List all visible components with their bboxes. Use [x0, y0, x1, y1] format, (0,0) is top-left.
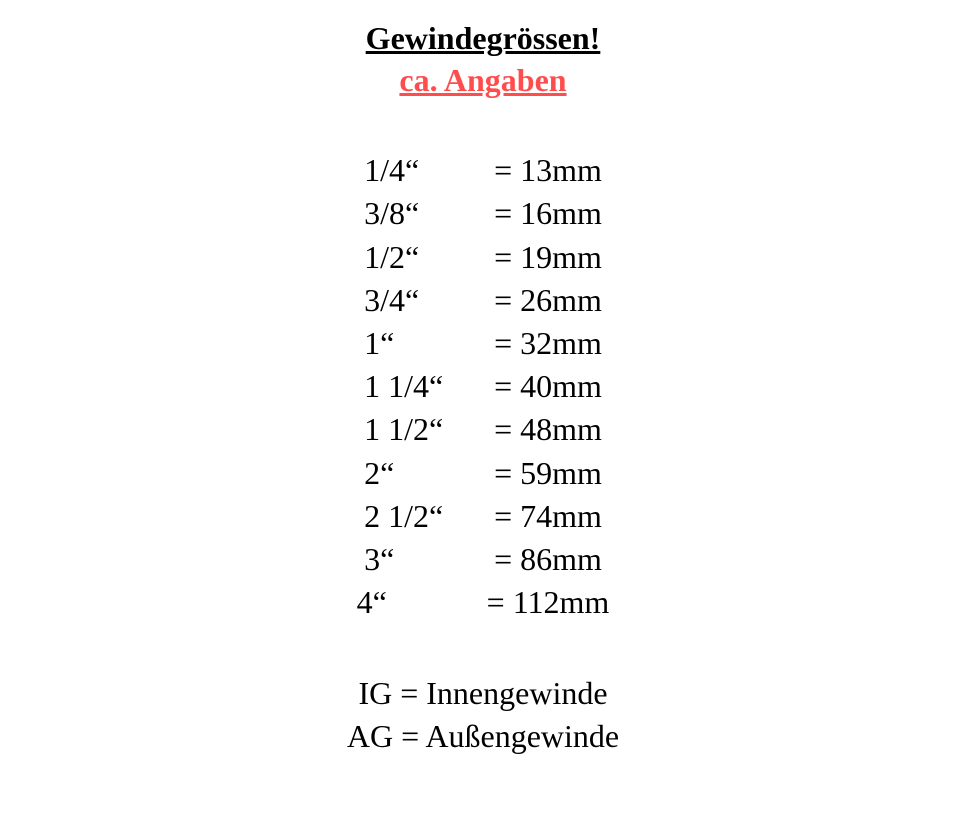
mm-value: = 112mm	[487, 581, 610, 624]
table-row: 4“ = 112mm	[357, 581, 610, 624]
table-row: 2“ = 59mm	[364, 452, 602, 495]
table-row: 1 1/4“ = 40mm	[364, 365, 602, 408]
table-row: 2 1/2“ = 74mm	[364, 495, 602, 538]
mm-value: = 26mm	[494, 279, 602, 322]
page-title: Gewindegrössen!	[366, 18, 601, 60]
inch-value: 1“	[364, 322, 494, 365]
table-row: 1/4“ = 13mm	[364, 149, 602, 192]
inch-value: 2“	[364, 452, 494, 495]
document-container: Gewindegrössen! ca. Angaben 1/4“ = 13mm …	[0, 18, 966, 759]
table-row: 3“ = 86mm	[364, 538, 602, 581]
legend: IG = Innengewinde AG = Außengewinde	[347, 672, 619, 758]
thread-size-table: 1/4“ = 13mm 3/8“ = 16mm 1/2“ = 19mm 3/4“…	[357, 149, 610, 624]
mm-value: = 16mm	[494, 192, 602, 235]
inch-value: 4“	[357, 581, 487, 624]
inch-value: 1/4“	[364, 149, 494, 192]
table-row: 1 1/2“ = 48mm	[364, 408, 602, 451]
inch-value: 1 1/4“	[364, 365, 494, 408]
table-row: 3/8“ = 16mm	[364, 192, 602, 235]
legend-item: AG = Außengewinde	[347, 715, 619, 758]
mm-value: = 59mm	[494, 452, 602, 495]
mm-value: = 86mm	[494, 538, 602, 581]
inch-value: 1/2“	[364, 236, 494, 279]
mm-value: = 32mm	[494, 322, 602, 365]
mm-value: = 19mm	[494, 236, 602, 279]
inch-value: 2 1/2“	[364, 495, 494, 538]
mm-value: = 48mm	[494, 408, 602, 451]
inch-value: 1 1/2“	[364, 408, 494, 451]
legend-item: IG = Innengewinde	[358, 672, 607, 715]
mm-value: = 13mm	[494, 149, 602, 192]
mm-value: = 40mm	[494, 365, 602, 408]
page-subtitle: ca. Angaben	[399, 60, 566, 102]
inch-value: 3“	[364, 538, 494, 581]
inch-value: 3/8“	[364, 192, 494, 235]
mm-value: = 74mm	[494, 495, 602, 538]
table-row: 1/2“ = 19mm	[364, 236, 602, 279]
table-row: 1“ = 32mm	[364, 322, 602, 365]
table-row: 3/4“ = 26mm	[364, 279, 602, 322]
inch-value: 3/4“	[364, 279, 494, 322]
